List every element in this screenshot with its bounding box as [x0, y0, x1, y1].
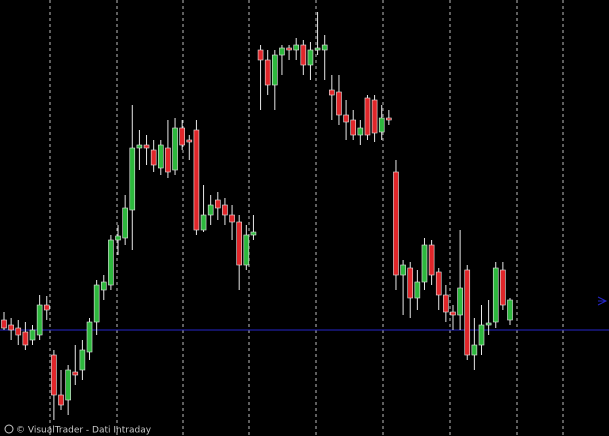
candle-body [72, 371, 79, 376]
price-marker [597, 296, 608, 306]
candle-body [357, 127, 364, 136]
candle-body [400, 264, 406, 276]
candle-body [257, 49, 264, 61]
candle-body [414, 281, 421, 299]
candle-body [8, 324, 14, 331]
candle-body [443, 294, 449, 313]
candle-body [336, 91, 342, 116]
candle-body [122, 207, 128, 239]
candle-body [407, 267, 414, 299]
candle-body [500, 269, 506, 306]
candle-body [272, 54, 278, 86]
candle-body [507, 299, 513, 321]
candles [0, 12, 609, 420]
candle-body [478, 324, 485, 346]
candle-body [215, 199, 221, 209]
candle-body [108, 239, 114, 286]
candle-body [186, 139, 193, 143]
candle-body [307, 49, 314, 66]
candle-body [321, 44, 328, 51]
candle-body [200, 214, 207, 231]
candle-body [93, 284, 100, 323]
candle-body [165, 147, 171, 173]
candle-body [36, 304, 43, 336]
candle-body [115, 235, 121, 241]
credit: © VisualTrader - Dati Intraday [16, 426, 152, 436]
candle-body [378, 117, 385, 133]
candle-body [250, 231, 257, 236]
candle-body [100, 281, 107, 291]
candle-body [51, 354, 57, 396]
candle-body [193, 129, 200, 231]
candle-body [179, 127, 185, 146]
candle-body [58, 394, 64, 406]
separators [49, 0, 564, 436]
candle-body [264, 59, 271, 86]
candle-body [136, 144, 143, 149]
candle-body [314, 47, 321, 51]
candle-body [435, 271, 442, 296]
candle-body [22, 331, 29, 346]
candle-body [86, 321, 93, 353]
credit-icon [4, 424, 14, 434]
candle-body [457, 287, 463, 316]
candle-body [207, 204, 214, 216]
candle-body [350, 119, 357, 136]
candle-body [43, 304, 50, 311]
candle-body [236, 221, 242, 266]
candle-body [279, 47, 285, 56]
candle-body [243, 234, 250, 266]
candle-body [343, 114, 349, 123]
candle-body [386, 117, 392, 121]
candle-body [364, 97, 371, 136]
candle-body [450, 311, 456, 316]
candle-body [371, 99, 378, 134]
candle-body [428, 244, 435, 276]
candle-body [329, 89, 335, 96]
candle-body [1, 319, 7, 329]
candle-body [393, 171, 399, 276]
candle-body [464, 269, 471, 356]
candle-body [143, 144, 150, 149]
candle-body [29, 329, 36, 341]
candle-body [79, 349, 86, 371]
candle-body [150, 149, 157, 166]
candle-body [15, 327, 22, 336]
candle-body [300, 44, 307, 66]
candle-body [421, 244, 428, 283]
candle-body [471, 344, 478, 356]
candle-body [286, 47, 292, 51]
candle-body [229, 214, 235, 223]
candle-body [485, 322, 492, 326]
candle-body [293, 44, 299, 51]
candle-body [65, 369, 71, 401]
candle-body [172, 127, 178, 171]
candle-body [492, 267, 499, 323]
candle-body [129, 147, 136, 211]
candle-body [157, 144, 164, 169]
candle-body [222, 204, 228, 216]
